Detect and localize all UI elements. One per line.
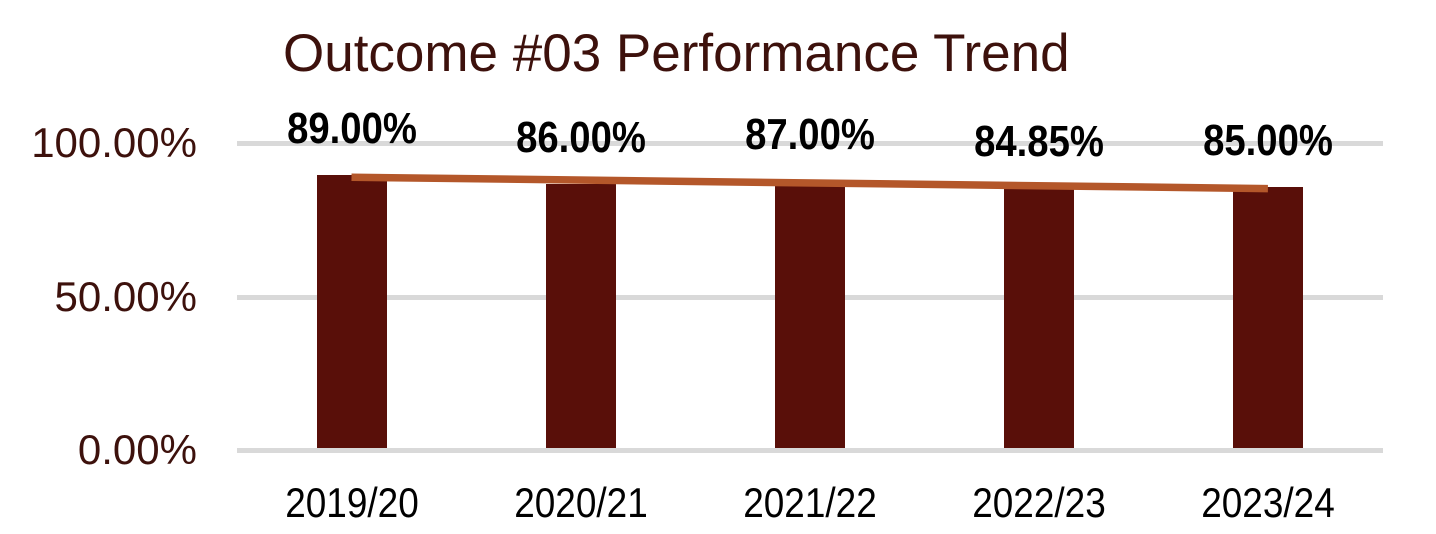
x-axis-category-label: 2019/20 [284, 479, 419, 526]
bar-2022-23 [1003, 187, 1074, 448]
x-axis-category-label: 2022/23 [971, 479, 1106, 526]
bar-value-label: 86.00% [515, 112, 646, 162]
x-axis-category-label: 2020/21 [513, 479, 648, 526]
bar-2020-21 [545, 183, 616, 448]
y-axis-tick-label: 0.00% [77, 426, 197, 473]
bar-value-label: 89.00% [286, 103, 417, 153]
bar-2023-24 [1232, 187, 1303, 448]
y-axis-tick-label: 100.00% [31, 119, 197, 166]
x-axis-category-label: 2021/22 [742, 479, 877, 526]
gridline [237, 141, 1383, 146]
y-axis-tick-label: 50.00% [54, 272, 197, 320]
bar-value-label: 87.00% [744, 109, 875, 159]
chart-title: Outcome #03 Performance Trend [283, 24, 1070, 83]
bar-value-label: 84.85% [973, 116, 1104, 166]
bar-value-label: 85.00% [1202, 116, 1333, 166]
bar-2021-22 [774, 180, 845, 448]
gridline [237, 448, 1383, 453]
x-axis-category-label: 2023/24 [1201, 479, 1335, 526]
bar-2019-20 [316, 174, 387, 448]
